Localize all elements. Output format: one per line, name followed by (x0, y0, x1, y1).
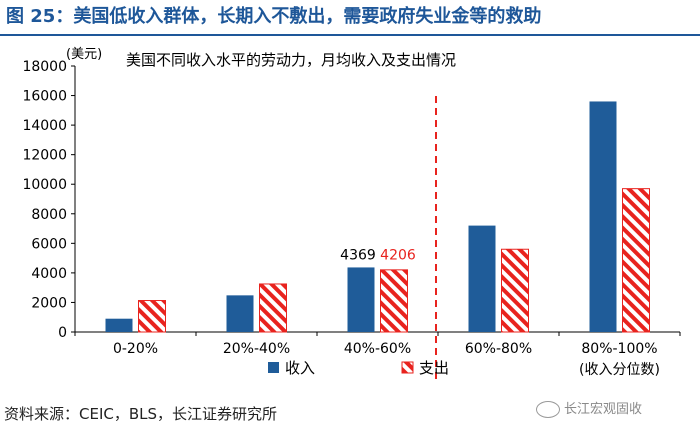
bar-expense-5 (622, 188, 650, 333)
x-tick-label: 0-20% (113, 341, 158, 357)
legend-swatch-income (268, 362, 279, 373)
wechat-icon (536, 401, 560, 418)
data-label-expense: 4206 (380, 247, 416, 263)
x-tick-label: 40%-60% (344, 341, 411, 357)
bar-income-1 (105, 318, 133, 332)
x-tick-label: 60%-80% (465, 341, 532, 357)
bar-expense-3 (380, 269, 408, 333)
bar-income-4 (468, 225, 496, 332)
x-tick-label: 80%-100% (581, 341, 657, 357)
y-tick-label: 10000 (22, 177, 67, 193)
figure-title: 图 25：美国低收入群体，长期入不敷出，需要政府失业金等的救助 (6, 6, 542, 27)
bar-expense-2 (259, 283, 287, 333)
title-rule (0, 34, 700, 36)
data-label-income: 4369 (340, 247, 376, 263)
legend-label-expense: 支出 (419, 359, 449, 377)
y-unit-label: (美元) (66, 47, 102, 62)
y-tick-label: 8000 (31, 207, 67, 223)
bar-income-3 (347, 267, 375, 332)
y-tick-label: 16000 (22, 89, 67, 105)
y-tick-label: 18000 (22, 59, 67, 75)
y-tick-label: 0 (58, 325, 67, 341)
y-tick-label: 14000 (22, 118, 67, 134)
chart-title: 美国不同收入水平的劳动力，月均收入及支出情况 (126, 51, 456, 69)
legend-label-income: 收入 (285, 359, 315, 377)
bar-expense-4 (501, 248, 529, 333)
x-tick-label: 20%-40% (223, 341, 290, 357)
y-tick-label: 12000 (22, 148, 67, 164)
watermark-text: 长江宏观固收 (564, 402, 643, 417)
bar-chart: 0 2000 4000 6000 8000 10000 12000 14000 16000 180… (22, 47, 681, 382)
bar-expense-1 (138, 300, 166, 333)
bar-income-5 (589, 101, 617, 332)
bar-income-2 (226, 295, 254, 332)
x-category-note: (收入分位数) (579, 362, 660, 378)
legend-swatch-expense (401, 361, 414, 374)
watermark: 长江宏观固收 (536, 398, 642, 418)
source-note: 资料来源：CEIC，BLS，长江证券研究所 (4, 405, 278, 423)
y-tick-label: 4000 (31, 266, 67, 282)
y-tick-label: 6000 (31, 236, 67, 252)
y-tick-label: 2000 (31, 295, 67, 311)
